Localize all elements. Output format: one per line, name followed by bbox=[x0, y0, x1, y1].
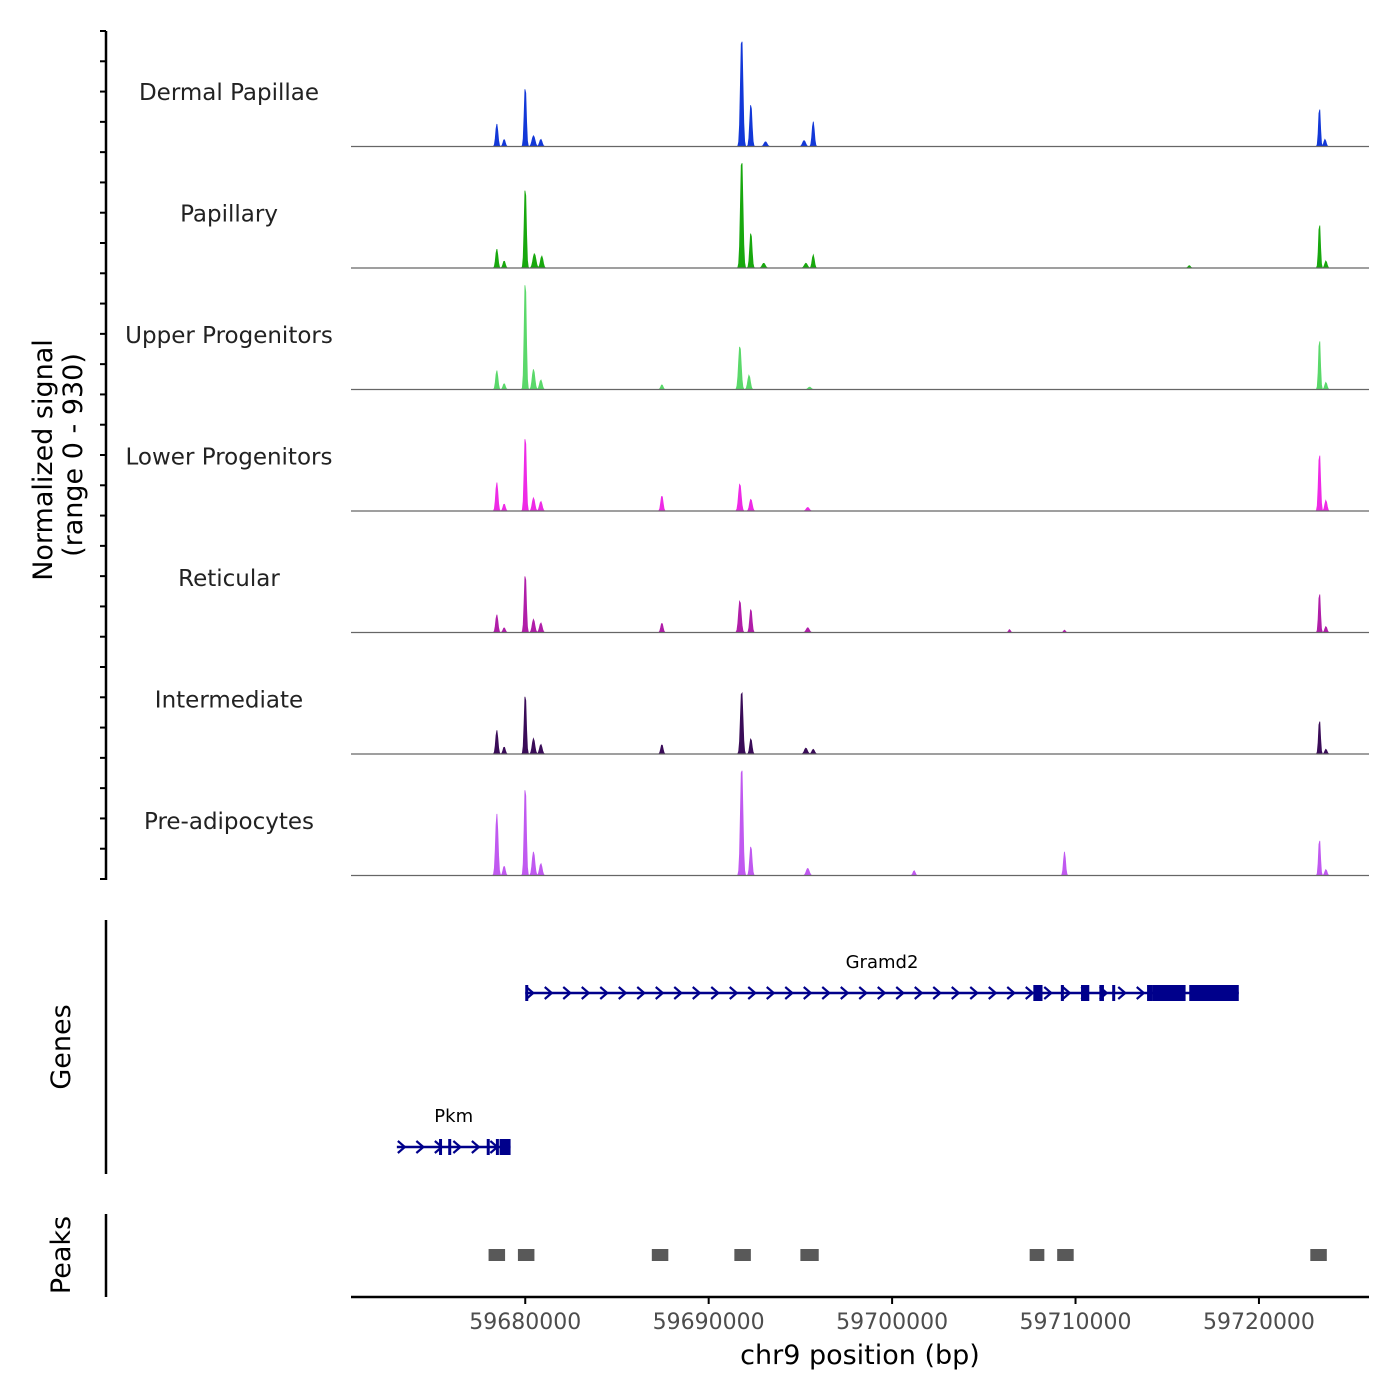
signal-tracks: Dermal Papillae Papillary Upper Progenitor… bbox=[125, 41, 1369, 877]
strand-arrow bbox=[1006, 986, 1016, 1000]
track-label: Papillary bbox=[180, 202, 278, 228]
gene-name-label: Gramd2 bbox=[846, 952, 919, 973]
track-label: Intermediate bbox=[155, 688, 303, 714]
exon bbox=[1152, 985, 1186, 1001]
gene-gramd2: Gramd2 bbox=[525, 952, 1239, 1001]
exon bbox=[1112, 985, 1116, 1001]
exon bbox=[499, 1139, 511, 1155]
gene-models: Gramd2 Pkm bbox=[396, 952, 1239, 1155]
strand-arrow bbox=[747, 986, 757, 1000]
strand-arrow bbox=[803, 986, 813, 1000]
strand-arrow bbox=[914, 986, 924, 1000]
peak-region bbox=[517, 1249, 535, 1261]
strand-arrow bbox=[729, 986, 739, 1000]
strand-arrow bbox=[969, 986, 979, 1000]
exon bbox=[1033, 985, 1043, 1001]
strand-arrow bbox=[895, 986, 905, 1000]
exon bbox=[1189, 985, 1239, 1001]
strand-arrow bbox=[655, 986, 665, 1000]
track-pre-adipocytes: Pre-adipocytes bbox=[144, 770, 1369, 877]
strand-arrow bbox=[397, 1140, 407, 1154]
exon bbox=[1147, 985, 1153, 1001]
exon bbox=[495, 1139, 499, 1155]
peak-region bbox=[800, 1249, 819, 1261]
track-intermediate: Intermediate bbox=[155, 688, 1369, 755]
signal-panel: Normalized signal (range 0 - 930) Dermal… bbox=[28, 30, 1369, 880]
strand-arrow bbox=[618, 986, 628, 1000]
strand-arrow bbox=[471, 1140, 481, 1154]
x-axis-title: chr9 position (bp) bbox=[740, 1340, 980, 1371]
exon bbox=[448, 1139, 452, 1155]
strand-arrow bbox=[599, 986, 609, 1000]
strand-arrow bbox=[840, 986, 850, 1000]
peaks-panel: Peaks bbox=[46, 1214, 1327, 1297]
strand-arrow bbox=[710, 986, 720, 1000]
strand-arrow bbox=[562, 986, 572, 1000]
exon bbox=[1099, 985, 1104, 1001]
track-dermal-papillae: Dermal Papillae bbox=[139, 41, 1369, 148]
peak-regions bbox=[488, 1249, 1327, 1261]
track-label: Lower Progenitors bbox=[126, 445, 333, 471]
strand-arrow bbox=[766, 986, 776, 1000]
signal-y-ticks bbox=[100, 30, 106, 880]
strand-arrow bbox=[858, 986, 868, 1000]
peak-region bbox=[1057, 1249, 1074, 1261]
x-axis: 59680000 59690000 59700000 59710000 59720000… bbox=[351, 1295, 1369, 1371]
strand-arrow bbox=[581, 986, 591, 1000]
peak-region bbox=[734, 1249, 751, 1261]
strand-arrow bbox=[988, 986, 998, 1000]
strand-arrow bbox=[877, 986, 887, 1000]
gene-name-label: Pkm bbox=[434, 1106, 473, 1127]
strand-arrow bbox=[1025, 986, 1035, 1000]
exon bbox=[1060, 985, 1064, 1001]
track-label: Reticular bbox=[178, 566, 280, 592]
exon bbox=[525, 985, 529, 1001]
strand-arrow bbox=[821, 986, 831, 1000]
x-tick-label: 59720000 bbox=[1203, 1310, 1315, 1335]
strand-arrow bbox=[951, 986, 961, 1000]
x-tick-label: 59680000 bbox=[469, 1310, 581, 1335]
x-tick-label: 59700000 bbox=[836, 1310, 948, 1335]
strand-arrow bbox=[544, 986, 554, 1000]
strand-arrow bbox=[1136, 986, 1146, 1000]
strand-arrow bbox=[1062, 986, 1072, 1000]
track-papillary: Papillary bbox=[180, 163, 1369, 269]
exon bbox=[486, 1139, 490, 1155]
signal-y-axis-label: Normalized signal bbox=[28, 339, 59, 581]
strand-arrow bbox=[932, 986, 942, 1000]
strand-arrow bbox=[415, 1140, 426, 1154]
track-label: Dermal Papillae bbox=[139, 80, 319, 106]
strand-arrow bbox=[636, 986, 646, 1000]
genes-axis-label: Genes bbox=[46, 1004, 77, 1089]
x-tick-label: 59710000 bbox=[1020, 1310, 1132, 1335]
peak-region bbox=[488, 1249, 506, 1261]
x-tick-label: 59690000 bbox=[653, 1310, 765, 1335]
strand-arrow bbox=[452, 1140, 463, 1154]
strand-arrow bbox=[525, 986, 535, 1000]
strand-arrow bbox=[692, 986, 702, 1000]
exon bbox=[439, 1139, 443, 1155]
strand-arrow bbox=[673, 986, 683, 1000]
strand-arrow bbox=[1043, 986, 1053, 1000]
track-label: Upper Progenitors bbox=[125, 323, 333, 349]
x-ticks: 59680000 59690000 59700000 59710000 59720000 bbox=[469, 1297, 1315, 1335]
peak-region bbox=[1310, 1249, 1327, 1261]
track-upper-progenitors: Upper Progenitors bbox=[125, 285, 1369, 391]
track-label: Pre-adipocytes bbox=[144, 809, 314, 835]
strand-arrow bbox=[784, 986, 794, 1000]
strand-arrow bbox=[1117, 986, 1127, 1000]
track-lower-progenitors: Lower Progenitors bbox=[126, 439, 1369, 512]
gene-pkm: Pkm bbox=[396, 1106, 511, 1155]
peak-region bbox=[1029, 1249, 1045, 1261]
peaks-axis-label: Peaks bbox=[46, 1216, 77, 1294]
track-reticular: Reticular bbox=[178, 566, 1369, 634]
peak-region bbox=[651, 1249, 669, 1261]
exon bbox=[1081, 985, 1090, 1001]
signal-y-axis-range-label: (range 0 - 930) bbox=[58, 353, 89, 557]
genes-panel: Genes Gramd2 Pkm bbox=[46, 920, 1239, 1174]
